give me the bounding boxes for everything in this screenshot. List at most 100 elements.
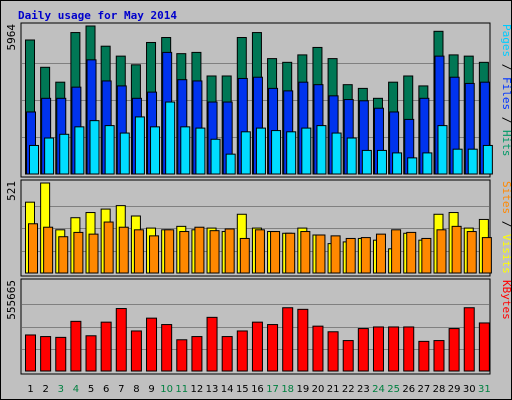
bar-pages-day-11 — [180, 126, 191, 175]
bar-pages-day-8 — [134, 116, 145, 175]
x-tick-label-day-23: 23 — [357, 384, 370, 395]
bar-kbytes-day-6 — [100, 321, 112, 372]
bar-pages-day-23 — [361, 149, 372, 175]
bar-kbytes-day-2 — [40, 336, 52, 372]
bar-kbytes-day-15 — [236, 330, 248, 372]
legend-mid-part-2: Visits — [500, 234, 512, 274]
x-tick-label-day-13: 13 — [206, 384, 219, 395]
bar-sites-day-16 — [254, 229, 265, 274]
panel-mid-max-label: 521 — [5, 181, 18, 201]
panel-mid-legend: Sites / Visits — [500, 181, 512, 274]
x-tick-label-day-1: 1 — [27, 384, 33, 395]
panel-bot-legend: KBytes — [500, 280, 512, 320]
bar-pages-day-17 — [271, 130, 282, 175]
bar-pages-day-19 — [301, 127, 312, 175]
x-tick-label-day-30: 30 — [463, 384, 476, 395]
bar-kbytes-day-19 — [297, 308, 309, 372]
x-tick-label-day-25: 25 — [387, 384, 400, 395]
legend-top-part-0: Pages — [500, 24, 512, 57]
x-tick-label-day-31: 31 — [478, 384, 491, 395]
bar-sites-day-18 — [285, 232, 296, 274]
x-tick-label-day-10: 10 — [160, 384, 173, 395]
bar-sites-day-25 — [391, 229, 402, 274]
bar-pages-day-4 — [74, 126, 85, 175]
bar-pages-day-27 — [422, 152, 433, 175]
legend-top-part-1: / — [500, 57, 512, 77]
bar-kbytes-day-23 — [357, 328, 369, 372]
bar-kbytes-day-14 — [221, 336, 233, 372]
bar-sites-day-6 — [103, 221, 114, 274]
panel-top-max-label: 5964 — [5, 24, 18, 51]
bar-kbytes-day-9 — [146, 317, 158, 372]
bar-sites-day-29 — [451, 225, 462, 274]
x-tick-label-day-19: 19 — [296, 384, 309, 395]
bar-kbytes-day-24 — [372, 326, 384, 372]
legend-bot-part-0: KBytes — [500, 280, 512, 320]
panel-top-legend: Pages / Files / Hits — [500, 24, 512, 157]
x-tick-label-day-11: 11 — [175, 384, 188, 395]
bar-pages-day-16 — [255, 127, 266, 175]
bar-pages-day-21 — [331, 132, 342, 175]
bar-sites-day-17 — [270, 231, 281, 274]
bar-pages-day-29 — [452, 148, 463, 175]
bar-sites-day-31 — [481, 237, 492, 274]
bar-sites-day-10 — [164, 229, 175, 274]
x-tick-label-day-9: 9 — [148, 384, 154, 395]
bar-kbytes-day-11 — [176, 339, 188, 372]
bar-sites-day-22 — [345, 237, 356, 274]
bar-sites-day-13 — [209, 230, 220, 274]
bar-sites-day-4 — [73, 231, 84, 274]
chart-title: Daily usage for May 2014 — [18, 9, 177, 22]
x-tick-label-day-17: 17 — [266, 384, 279, 395]
bar-kbytes-day-12 — [191, 336, 203, 372]
x-tick-label-day-5: 5 — [88, 384, 94, 395]
x-tick-label-day-3: 3 — [58, 384, 64, 395]
bar-kbytes-day-3 — [55, 336, 67, 372]
x-tick-label-day-20: 20 — [312, 384, 325, 395]
x-tick-label-day-18: 18 — [281, 384, 294, 395]
x-tick-label-day-21: 21 — [327, 384, 340, 395]
bar-sites-day-2 — [43, 226, 54, 274]
bar-pages-day-2 — [44, 137, 55, 175]
bar-sites-day-28 — [436, 229, 447, 274]
x-tick-label-day-7: 7 — [118, 384, 124, 395]
legend-top-part-4: Hits — [500, 130, 512, 157]
bar-kbytes-day-31 — [478, 322, 490, 372]
bar-sites-day-3 — [58, 236, 69, 274]
bar-kbytes-day-13 — [206, 316, 218, 372]
bar-pages-day-20 — [316, 125, 327, 175]
bar-pages-day-28 — [437, 125, 448, 175]
bar-sites-day-19 — [300, 231, 311, 274]
x-tick-label-day-14: 14 — [221, 384, 234, 395]
x-tick-label-day-8: 8 — [133, 384, 139, 395]
bar-sites-day-15 — [239, 237, 250, 274]
x-tick-label-day-2: 2 — [42, 384, 48, 395]
bar-sites-day-9 — [149, 235, 160, 274]
x-tick-label-day-6: 6 — [103, 384, 109, 395]
x-tick-label-day-27: 27 — [417, 384, 430, 395]
bar-pages-day-18 — [286, 131, 297, 175]
bar-kbytes-day-1 — [25, 334, 36, 372]
bar-sites-day-5 — [88, 233, 99, 274]
bar-sites-day-7 — [118, 226, 129, 274]
bar-pages-day-14 — [225, 153, 236, 175]
bar-kbytes-day-26 — [403, 326, 415, 372]
bar-kbytes-day-30 — [463, 307, 475, 372]
bar-kbytes-day-18 — [282, 307, 294, 372]
bar-kbytes-day-8 — [130, 330, 142, 372]
bar-kbytes-day-25 — [388, 326, 400, 372]
bar-pages-day-12 — [195, 127, 206, 175]
bar-kbytes-day-16 — [251, 321, 263, 372]
bar-pages-day-24 — [376, 149, 387, 175]
bar-sites-day-24 — [375, 233, 386, 274]
x-tick-label-day-16: 16 — [251, 384, 264, 395]
panel-bot-max-label: 555665 — [5, 280, 18, 320]
bar-kbytes-day-10 — [161, 324, 173, 372]
bar-sites-day-12 — [194, 226, 205, 274]
bar-kbytes-day-28 — [433, 340, 445, 372]
bar-kbytes-day-7 — [115, 308, 127, 372]
bar-pages-day-6 — [104, 125, 115, 175]
legend-top-part-2: Files — [500, 77, 512, 110]
x-tick-label-day-22: 22 — [342, 384, 355, 395]
x-tick-label-day-15: 15 — [236, 384, 249, 395]
